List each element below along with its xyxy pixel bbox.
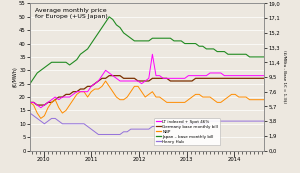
Y-axis label: (€/MWh): (€/MWh) — [13, 67, 18, 87]
Legend: LT indexed + Spot 46%, Germany base monthly bill, NBP, Japan – base monthly bill: LT indexed + Spot 46%, Germany base mont… — [154, 118, 220, 145]
Text: Average monthly price
for Europe (+US Japan): Average monthly price for Europe (+US Ja… — [35, 8, 107, 19]
Y-axis label: (£/MBtu - Base 1€ = 1.3$): (£/MBtu - Base 1€ = 1.3$) — [283, 50, 287, 104]
